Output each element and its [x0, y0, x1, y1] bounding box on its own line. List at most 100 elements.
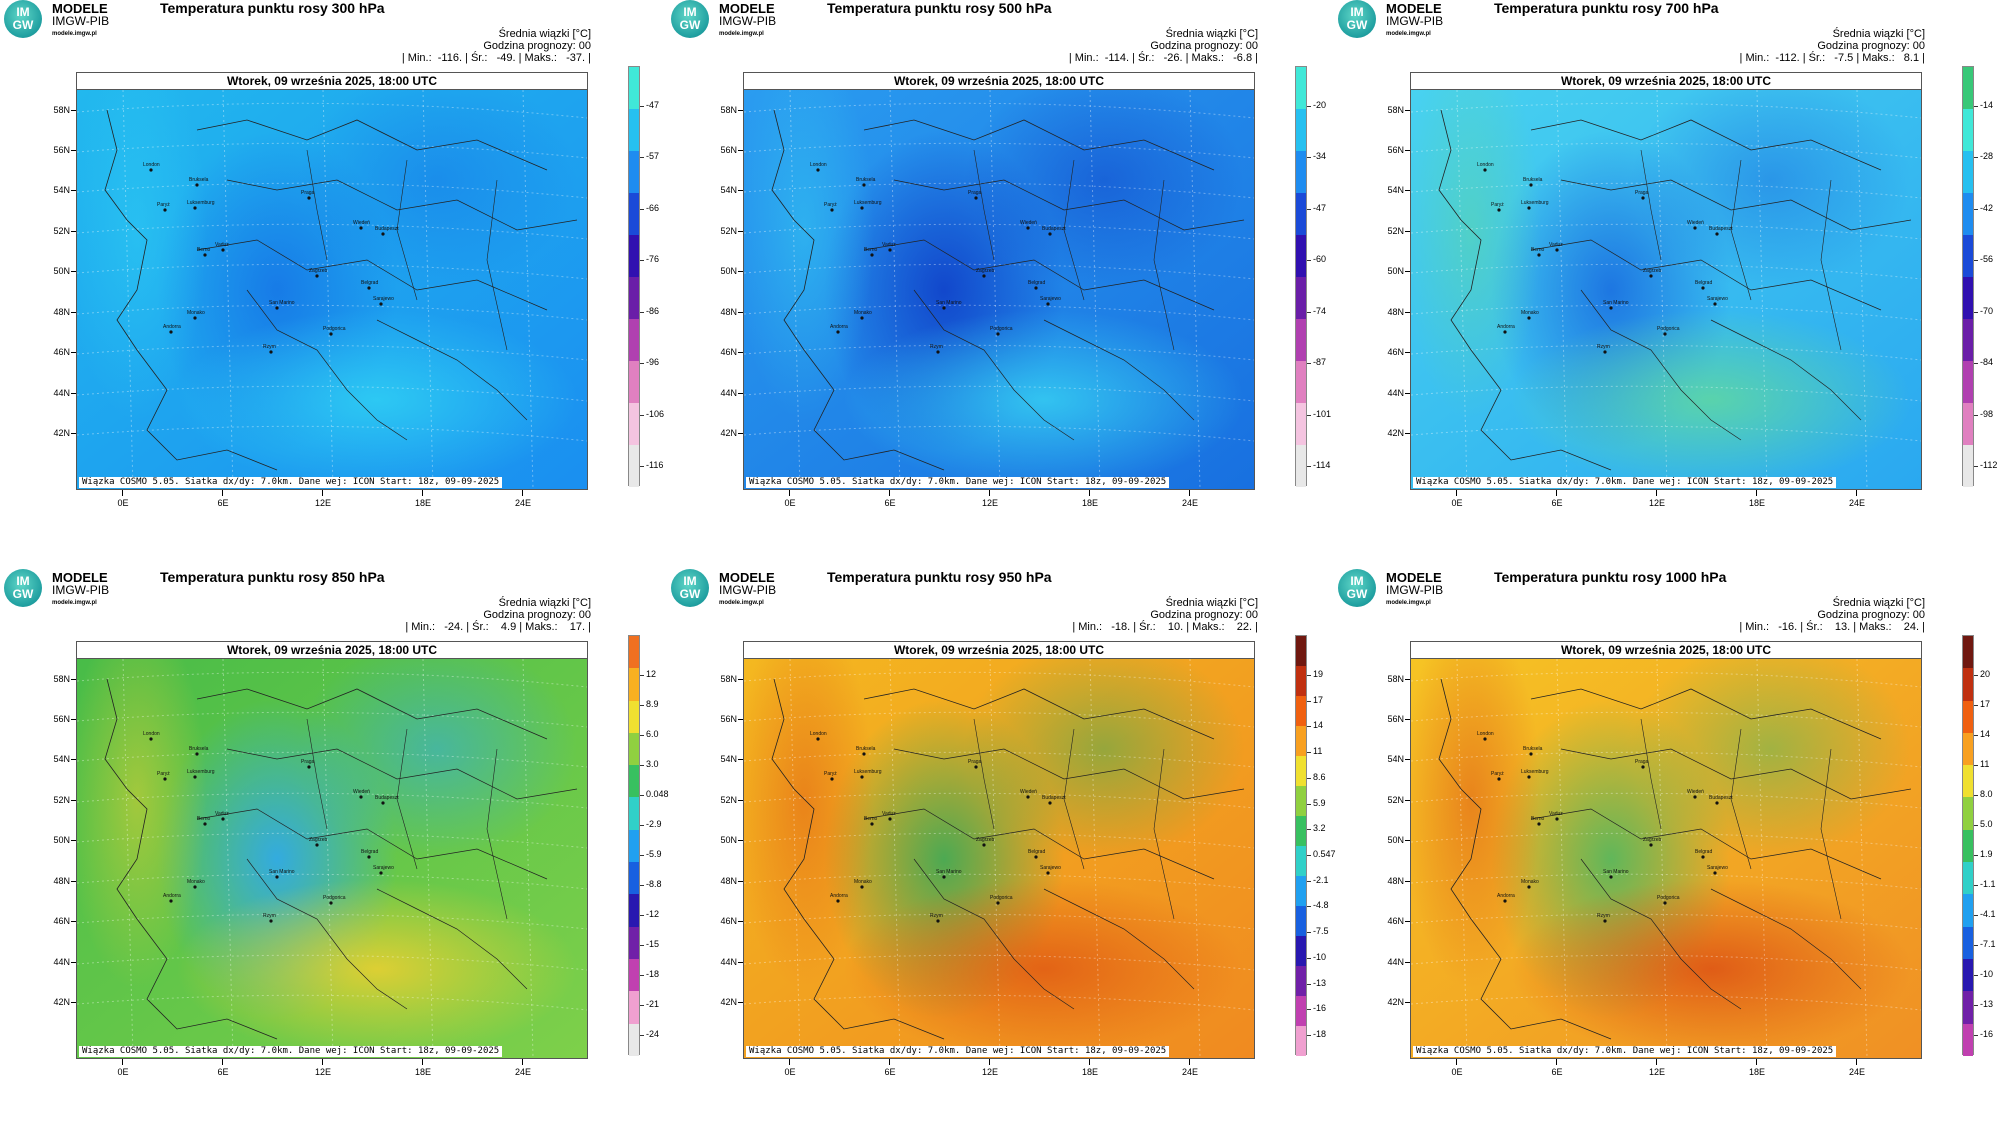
colorbar-label: -12 — [646, 909, 660, 919]
forecast-hour: Godzina prognozy: 00 — [483, 40, 591, 52]
city-label: Zagrzeb — [1643, 268, 1662, 274]
colorbar-label: 1.9 — [1980, 849, 1993, 859]
colorbar-segment — [1963, 926, 1973, 959]
city-marker — [888, 817, 892, 821]
colorbar-tick — [1307, 106, 1311, 107]
forecast-hour: Godzina prognozy: 00 — [1150, 40, 1258, 52]
brand-name: MODELE — [52, 570, 108, 585]
city-marker — [1713, 302, 1717, 306]
colorbar-label: -20 — [1313, 100, 1327, 110]
colorbar-tick — [640, 975, 644, 976]
latitude-label: 46N — [707, 916, 743, 926]
min-mean-max-stats: | Min.: -16. | Śr.: 13. | Maks.: 24. | — [1739, 621, 1925, 633]
city-marker — [1046, 871, 1050, 875]
city-marker — [1603, 350, 1607, 354]
brand-block: MODELE IMGW-PIB modele.imgw.pl — [1386, 2, 1443, 41]
city-label: Vaduz — [1549, 811, 1563, 817]
longitude-label: 6E — [875, 490, 905, 508]
city-marker — [1529, 183, 1533, 187]
valid-date: Wtorek, 09 września 2025, 18:00 UTC — [1411, 642, 1921, 659]
city-marker — [936, 919, 940, 923]
longitude-label: 18E — [1742, 490, 1772, 508]
city-marker — [860, 885, 864, 889]
colorbar-segment — [629, 319, 639, 361]
city-label: San Marino — [936, 300, 962, 306]
colorbar-segment — [1963, 235, 1973, 277]
colorbar-segment — [629, 636, 639, 669]
colorbar-tick — [640, 208, 644, 210]
city-label: Zagrzeb — [976, 268, 995, 274]
longitude-label: 18E — [1742, 1059, 1772, 1077]
city-label: Andorra — [1497, 324, 1515, 330]
map-frame: Wtorek, 09 września 2025, 18:00 UTC Londo… — [1410, 641, 1922, 1059]
map-frame: Wtorek, 09 września 2025, 18:00 UTC Londo… — [76, 72, 588, 490]
logo-text-top: IM — [1350, 5, 1364, 19]
model-footer: Wiązka COSMO 5.05. Siatka dx/dy: 7.0km. … — [1413, 477, 1837, 488]
brand-org: IMGW-PIB — [1386, 14, 1444, 28]
colorbar-label: -42 — [1980, 202, 1994, 213]
colorbar-segment — [1296, 846, 1306, 876]
longitude-label: 18E — [1075, 490, 1105, 508]
panel-title: Temperatura punktu rosy 700 hPa — [1494, 0, 1719, 16]
colorbar-tick — [1974, 885, 1978, 886]
city-marker — [942, 875, 946, 879]
colorbar-tick — [1974, 795, 1978, 796]
city-label: Sarajewo — [1707, 296, 1728, 302]
city-label: Belgrad — [361, 280, 378, 286]
city-marker — [836, 899, 840, 903]
colorbar-tick — [1307, 363, 1311, 365]
colorbar-tick — [1974, 1035, 1978, 1036]
colorbar-segment — [1296, 966, 1306, 996]
brand-site: modele.imgw.pl — [52, 600, 97, 606]
city-marker — [974, 765, 978, 769]
latitude-label: 48N — [40, 876, 76, 886]
city-marker — [862, 183, 866, 187]
latitude-label: 54N — [1374, 185, 1410, 195]
city-label: Belgrad — [1695, 849, 1712, 855]
city-marker — [367, 855, 371, 859]
colorbar-tick — [640, 1005, 644, 1006]
brand-block: MODELE IMGW-PIB modele.imgw.pl — [719, 2, 776, 41]
city-label: Bruksela — [189, 746, 209, 752]
colorbar-tick — [640, 466, 644, 467]
colorbar-tick — [1307, 726, 1311, 728]
brand-site: modele.imgw.pl — [52, 31, 97, 37]
city-label: Rzym — [930, 344, 943, 350]
colorbar-label: 19 — [1313, 669, 1324, 679]
city-marker — [1555, 817, 1559, 821]
city-label: Berno — [197, 247, 211, 253]
latitude-label: 42N — [1374, 428, 1410, 438]
city-label: London — [1477, 731, 1494, 737]
city-marker — [381, 232, 385, 236]
legend-title: Średnia wiązki [°C] — [498, 28, 591, 40]
longitude-label: 12E — [1642, 490, 1672, 508]
colorbar-label: -114 — [1313, 460, 1331, 470]
map-panel-p700: IM GW MODELE IMGW-PIB modele.imgw.pl Temperat… — [1334, 0, 2000, 568]
city-label: Sarajewo — [373, 865, 394, 871]
min-mean-max-stats: | Min.: -24. | Śr.: 4.9 | Maks.: 17. | — [405, 621, 591, 633]
map-frame: Wtorek, 09 września 2025, 18:00 UTC Londo… — [743, 641, 1255, 1059]
map-frame: Wtorek, 09 września 2025, 18:00 UTC Londo… — [76, 641, 588, 1059]
colorbar-label: 3.2 — [1313, 823, 1326, 834]
colorbar-segment — [1963, 109, 1973, 151]
latitude-label: 58N — [707, 105, 743, 115]
colorbar-tick — [1974, 945, 1978, 946]
colorbar-segment — [1296, 235, 1306, 277]
map-field: London Bruksela Paryż Luksemburg Praga Wiedeń… — [1411, 90, 1921, 489]
city-marker — [315, 843, 319, 847]
stats-block: Średnia wiązki [°C] Godzina prognozy: 00 |… — [1069, 28, 1258, 64]
brand-name: MODELE — [1386, 1, 1442, 16]
city-label: Wiedeń — [353, 220, 370, 226]
dewpoint-field-svg: London Bruksela Paryż Luksemburg Praga Wiedeń… — [744, 90, 1254, 489]
city-label: Luksemburg — [187, 200, 215, 206]
colorbar-label: 8.6 — [1313, 771, 1326, 782]
colorbar-label: -2.1 — [1313, 874, 1329, 885]
colorbar-tick — [1307, 983, 1311, 985]
city-marker — [307, 765, 311, 769]
latitude-label: 44N — [707, 957, 743, 967]
latitude-label: 58N — [40, 105, 76, 115]
map-panel-p850: IM GW MODELE IMGW-PIB modele.imgw.pl Temperat… — [0, 569, 669, 1137]
latitude-label: 48N — [707, 307, 743, 317]
colorbar-tick — [1974, 260, 1978, 262]
colorbar-label: -76 — [646, 254, 660, 265]
